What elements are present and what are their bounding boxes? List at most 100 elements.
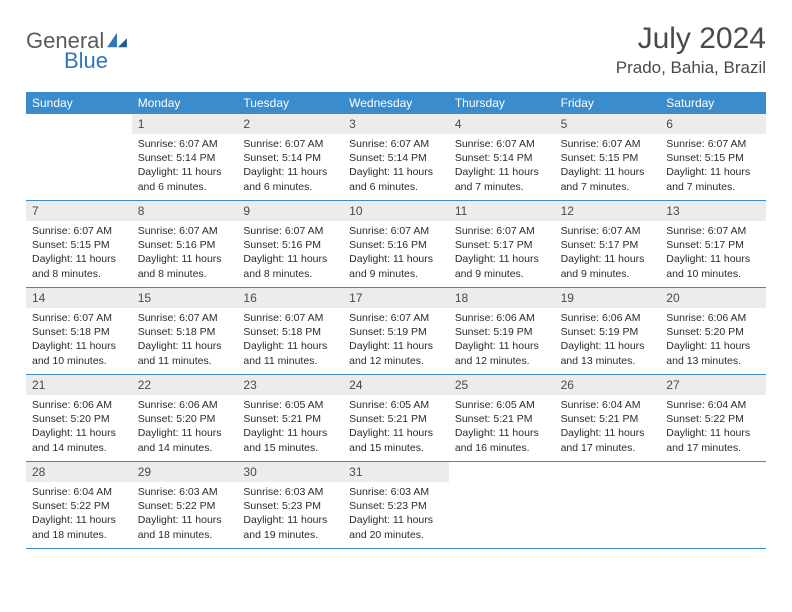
- day-detail-line: Daylight: 11 hours: [561, 426, 655, 440]
- day-details: Sunrise: 6:06 AMSunset: 5:20 PMDaylight:…: [26, 395, 132, 459]
- day-detail-line: and 17 minutes.: [666, 441, 760, 455]
- day-detail-line: and 18 minutes.: [32, 528, 126, 542]
- day-details: Sunrise: 6:07 AMSunset: 5:14 PMDaylight:…: [449, 134, 555, 198]
- day-number: 3: [343, 114, 449, 134]
- day-cell: 22Sunrise: 6:06 AMSunset: 5:20 PMDayligh…: [132, 375, 238, 461]
- day-cell: 9Sunrise: 6:07 AMSunset: 5:16 PMDaylight…: [237, 201, 343, 287]
- day-detail-line: Sunrise: 6:06 AM: [138, 398, 232, 412]
- day-number: 18: [449, 288, 555, 308]
- day-number: 11: [449, 201, 555, 221]
- day-cell: 13Sunrise: 6:07 AMSunset: 5:17 PMDayligh…: [660, 201, 766, 287]
- day-detail-line: Sunrise: 6:06 AM: [561, 311, 655, 325]
- day-cell: 28Sunrise: 6:04 AMSunset: 5:22 PMDayligh…: [26, 462, 132, 548]
- day-detail-line: Daylight: 11 hours: [561, 165, 655, 179]
- day-details: [660, 468, 766, 475]
- day-detail-line: Sunrise: 6:07 AM: [349, 311, 443, 325]
- day-detail-line: Sunset: 5:14 PM: [349, 151, 443, 165]
- day-detail-line: Sunrise: 6:07 AM: [138, 137, 232, 151]
- day-detail-line: Daylight: 11 hours: [666, 426, 760, 440]
- day-detail-line: Sunrise: 6:07 AM: [455, 224, 549, 238]
- day-detail-line: and 8 minutes.: [243, 267, 337, 281]
- day-cell: 27Sunrise: 6:04 AMSunset: 5:22 PMDayligh…: [660, 375, 766, 461]
- day-details: Sunrise: 6:06 AMSunset: 5:19 PMDaylight:…: [449, 308, 555, 372]
- day-detail-line: Daylight: 11 hours: [138, 165, 232, 179]
- day-number: 9: [237, 201, 343, 221]
- day-number: 1: [132, 114, 238, 134]
- day-cell: 1Sunrise: 6:07 AMSunset: 5:14 PMDaylight…: [132, 114, 238, 200]
- day-cell: 12Sunrise: 6:07 AMSunset: 5:17 PMDayligh…: [555, 201, 661, 287]
- day-details: Sunrise: 6:06 AMSunset: 5:20 PMDaylight:…: [132, 395, 238, 459]
- day-number: 24: [343, 375, 449, 395]
- day-detail-line: Daylight: 11 hours: [349, 252, 443, 266]
- day-detail-line: and 9 minutes.: [561, 267, 655, 281]
- day-details: Sunrise: 6:07 AMSunset: 5:17 PMDaylight:…: [555, 221, 661, 285]
- day-number: 20: [660, 288, 766, 308]
- day-details: Sunrise: 6:07 AMSunset: 5:16 PMDaylight:…: [132, 221, 238, 285]
- day-cell: 18Sunrise: 6:06 AMSunset: 5:19 PMDayligh…: [449, 288, 555, 374]
- day-detail-line: and 10 minutes.: [32, 354, 126, 368]
- day-detail-line: Sunset: 5:18 PM: [243, 325, 337, 339]
- day-cell: 8Sunrise: 6:07 AMSunset: 5:16 PMDaylight…: [132, 201, 238, 287]
- day-detail-line: Sunset: 5:19 PM: [349, 325, 443, 339]
- day-detail-line: Sunset: 5:15 PM: [561, 151, 655, 165]
- day-detail-line: Sunrise: 6:07 AM: [32, 311, 126, 325]
- day-detail-line: Sunset: 5:19 PM: [561, 325, 655, 339]
- weekday-monday: Monday: [132, 92, 238, 114]
- day-detail-line: Daylight: 11 hours: [349, 339, 443, 353]
- day-cell: 4Sunrise: 6:07 AMSunset: 5:14 PMDaylight…: [449, 114, 555, 200]
- week-row: 14Sunrise: 6:07 AMSunset: 5:18 PMDayligh…: [26, 288, 766, 375]
- day-details: Sunrise: 6:07 AMSunset: 5:18 PMDaylight:…: [237, 308, 343, 372]
- day-number: 30: [237, 462, 343, 482]
- day-details: Sunrise: 6:07 AMSunset: 5:15 PMDaylight:…: [555, 134, 661, 198]
- logo-word-blue: Blue: [64, 48, 129, 74]
- day-cell: 21Sunrise: 6:06 AMSunset: 5:20 PMDayligh…: [26, 375, 132, 461]
- day-detail-line: Sunrise: 6:07 AM: [561, 224, 655, 238]
- day-cell: 3Sunrise: 6:07 AMSunset: 5:14 PMDaylight…: [343, 114, 449, 200]
- day-detail-line: Daylight: 11 hours: [455, 252, 549, 266]
- day-number: 21: [26, 375, 132, 395]
- day-detail-line: Sunset: 5:22 PM: [666, 412, 760, 426]
- weekday-sunday: Sunday: [26, 92, 132, 114]
- day-detail-line: and 11 minutes.: [138, 354, 232, 368]
- weekday-saturday: Saturday: [660, 92, 766, 114]
- day-details: Sunrise: 6:03 AMSunset: 5:22 PMDaylight:…: [132, 482, 238, 546]
- day-detail-line: Sunrise: 6:05 AM: [243, 398, 337, 412]
- day-detail-line: Sunset: 5:23 PM: [243, 499, 337, 513]
- day-detail-line: Daylight: 11 hours: [138, 513, 232, 527]
- day-detail-line: Daylight: 11 hours: [349, 513, 443, 527]
- day-details: Sunrise: 6:06 AMSunset: 5:20 PMDaylight:…: [660, 308, 766, 372]
- day-detail-line: Sunset: 5:21 PM: [243, 412, 337, 426]
- day-detail-line: and 10 minutes.: [666, 267, 760, 281]
- day-number: 28: [26, 462, 132, 482]
- day-cell: 11Sunrise: 6:07 AMSunset: 5:17 PMDayligh…: [449, 201, 555, 287]
- day-detail-line: Sunrise: 6:07 AM: [138, 311, 232, 325]
- title-block: July 2024 Prado, Bahia, Brazil: [616, 22, 766, 78]
- day-detail-line: and 14 minutes.: [138, 441, 232, 455]
- day-number: 19: [555, 288, 661, 308]
- day-detail-line: Sunset: 5:14 PM: [243, 151, 337, 165]
- weekday-thursday: Thursday: [449, 92, 555, 114]
- day-detail-line: Sunset: 5:20 PM: [666, 325, 760, 339]
- day-details: Sunrise: 6:06 AMSunset: 5:19 PMDaylight:…: [555, 308, 661, 372]
- day-number: 17: [343, 288, 449, 308]
- day-detail-line: Sunset: 5:19 PM: [455, 325, 549, 339]
- day-detail-line: Sunrise: 6:03 AM: [349, 485, 443, 499]
- day-detail-line: and 13 minutes.: [666, 354, 760, 368]
- day-details: Sunrise: 6:05 AMSunset: 5:21 PMDaylight:…: [237, 395, 343, 459]
- day-detail-line: Sunset: 5:21 PM: [561, 412, 655, 426]
- day-detail-line: and 16 minutes.: [455, 441, 549, 455]
- location-subtitle: Prado, Bahia, Brazil: [616, 58, 766, 78]
- day-details: Sunrise: 6:04 AMSunset: 5:22 PMDaylight:…: [26, 482, 132, 546]
- day-detail-line: Sunrise: 6:06 AM: [455, 311, 549, 325]
- day-detail-line: and 13 minutes.: [561, 354, 655, 368]
- day-number: 5: [555, 114, 661, 134]
- day-number: 22: [132, 375, 238, 395]
- day-details: Sunrise: 6:03 AMSunset: 5:23 PMDaylight:…: [237, 482, 343, 546]
- day-number: 29: [132, 462, 238, 482]
- day-details: Sunrise: 6:04 AMSunset: 5:21 PMDaylight:…: [555, 395, 661, 459]
- day-detail-line: Sunset: 5:20 PM: [32, 412, 126, 426]
- weekday-header-row: Sunday Monday Tuesday Wednesday Thursday…: [26, 92, 766, 114]
- day-number: 25: [449, 375, 555, 395]
- day-detail-line: and 6 minutes.: [138, 180, 232, 194]
- day-details: Sunrise: 6:07 AMSunset: 5:16 PMDaylight:…: [237, 221, 343, 285]
